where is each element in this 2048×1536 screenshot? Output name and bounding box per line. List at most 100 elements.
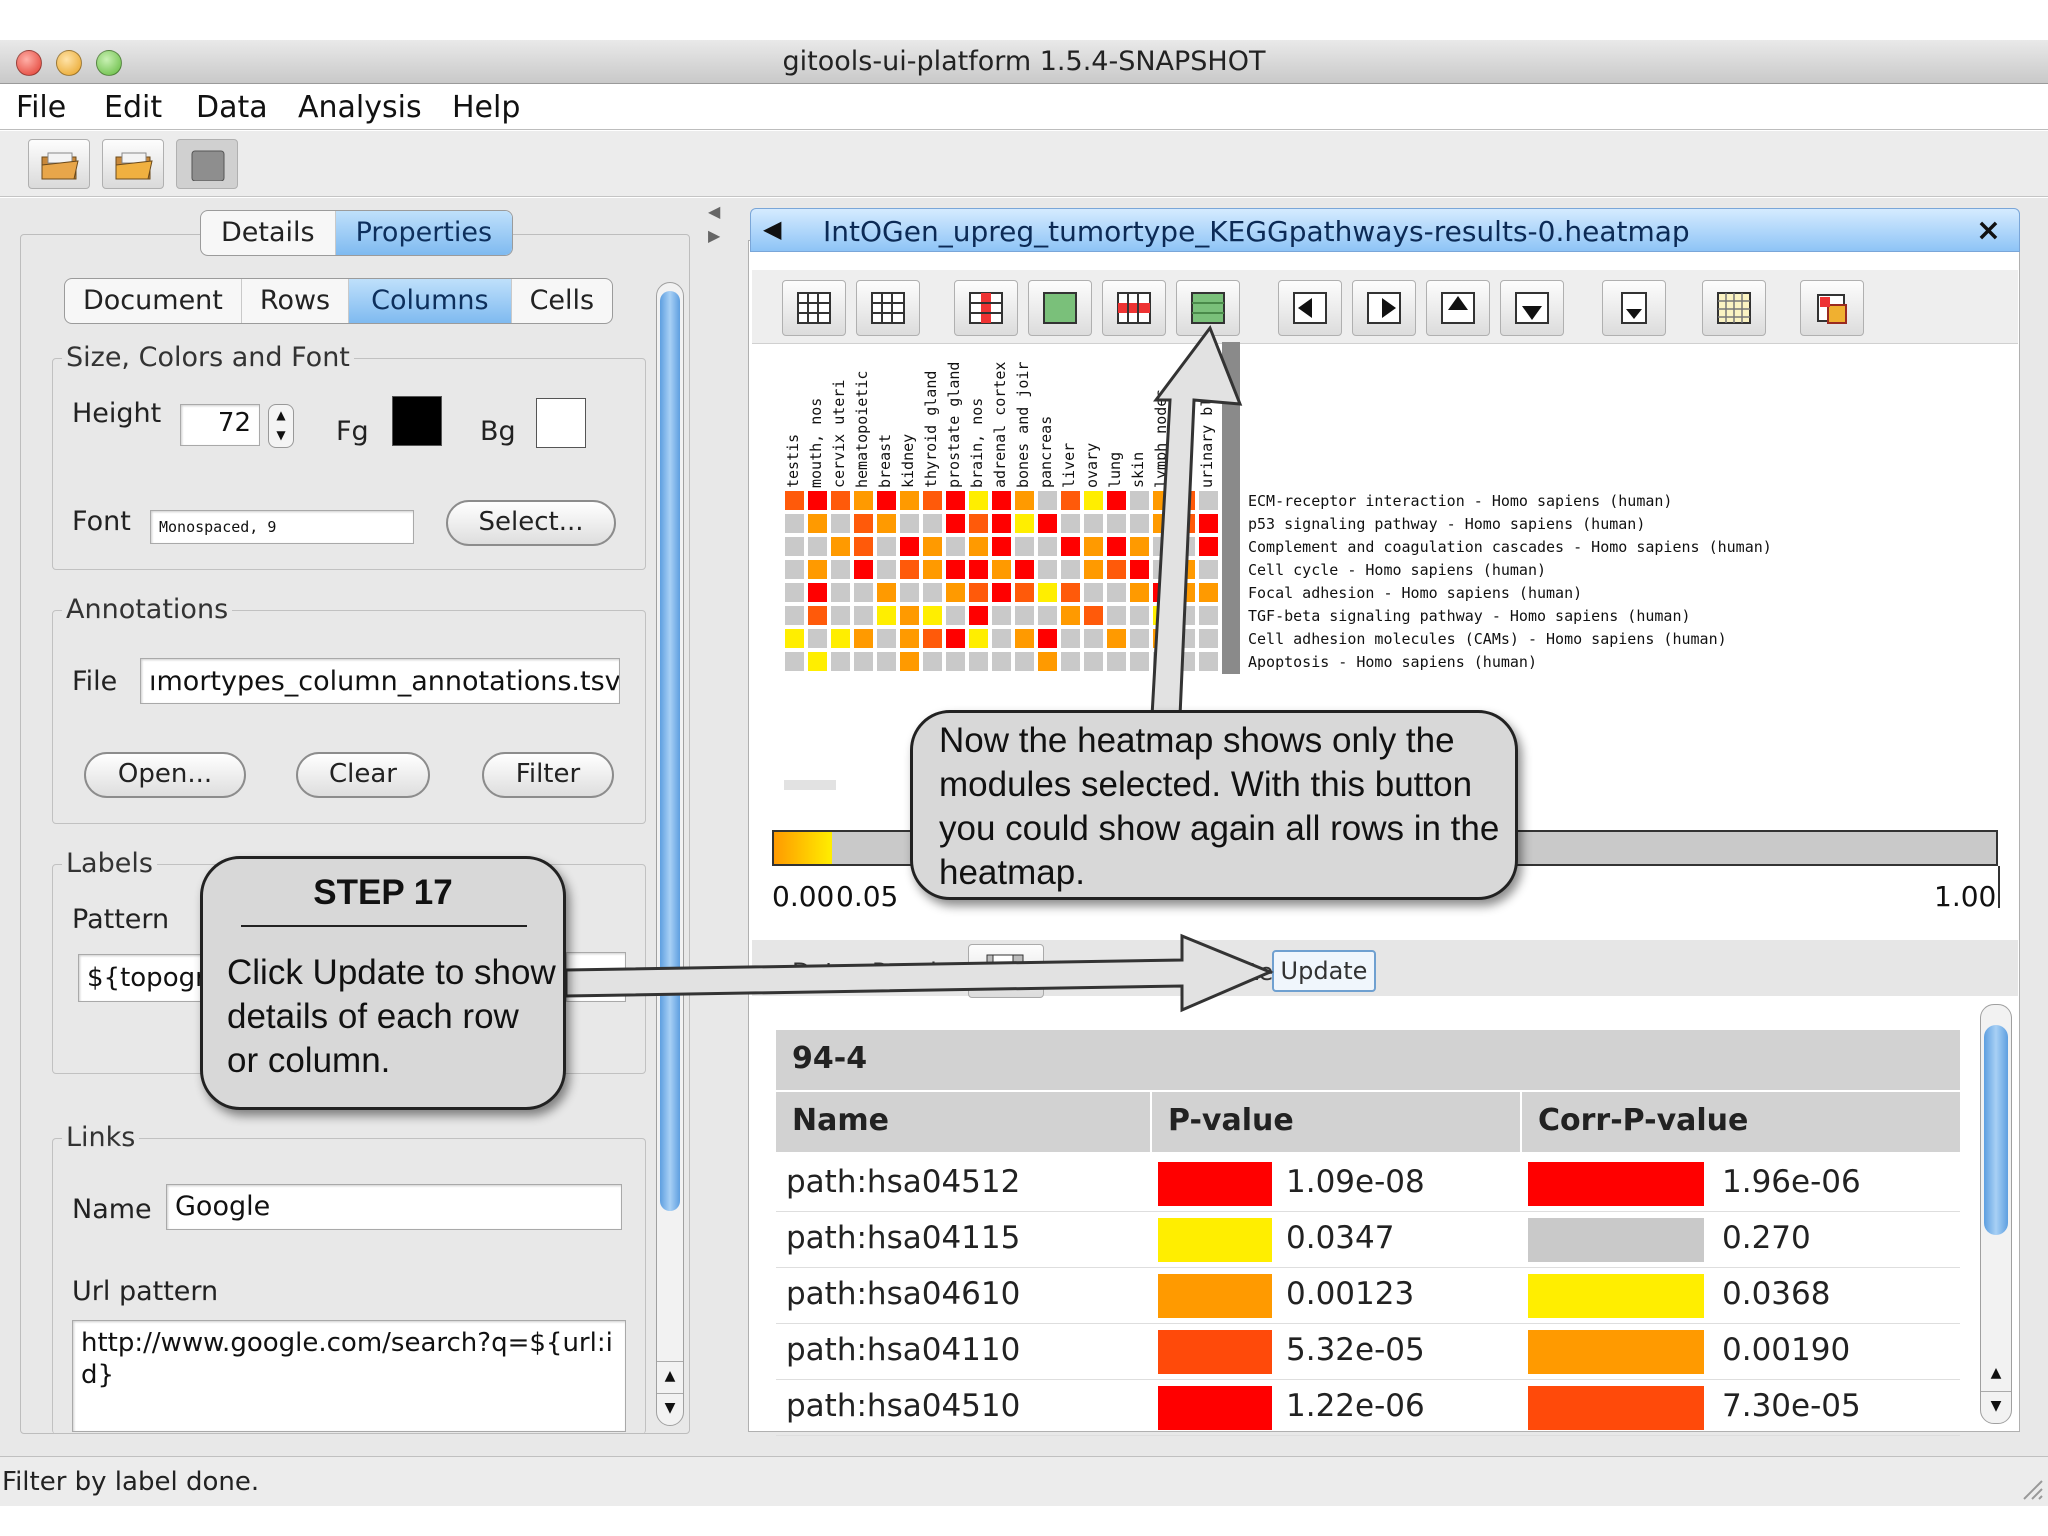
- heatmap-cell[interactable]: [968, 651, 989, 672]
- heatmap-cell[interactable]: [1106, 490, 1127, 511]
- heatmap-cell[interactable]: [1014, 490, 1035, 511]
- open-file-button[interactable]: [28, 139, 90, 189]
- heatmap-cell[interactable]: [945, 651, 966, 672]
- url-pattern-field[interactable]: http://www.google.com/search?q=${url:id}: [72, 1320, 626, 1432]
- heatmap-cell[interactable]: [991, 582, 1012, 603]
- heatmap-cell[interactable]: [853, 536, 874, 557]
- open-analysis-button[interactable]: [102, 139, 164, 189]
- document-tab[interactable]: ◀ IntOGen_upreg_tumortype_KEGGpathways-r…: [750, 208, 2020, 252]
- heatmap-cell[interactable]: [807, 605, 828, 626]
- heatmap-cell[interactable]: [876, 513, 897, 534]
- bg-color-swatch[interactable]: [536, 398, 586, 448]
- heatmap-cell[interactable]: [899, 582, 920, 603]
- heatmap-cell[interactable]: [991, 559, 1012, 580]
- heatmap-cell[interactable]: [830, 605, 851, 626]
- heatmap-cell[interactable]: [922, 651, 943, 672]
- heatmap-cell[interactable]: [1083, 490, 1104, 511]
- heatmap-cell[interactable]: [1037, 490, 1058, 511]
- heatmap-cell[interactable]: [945, 605, 966, 626]
- heatmap-cell[interactable]: [945, 582, 966, 603]
- move-column-right-button[interactable]: [1352, 280, 1416, 336]
- row-label[interactable]: Complement and coagulation cascades - Ho…: [1248, 538, 1772, 556]
- heatmap-cell[interactable]: [1198, 651, 1219, 672]
- table-row[interactable]: path:hsa04110 5.32e-05 0.00190: [776, 1324, 1960, 1380]
- heatmap-cell[interactable]: [1037, 559, 1058, 580]
- heatmap-cell[interactable]: [1060, 651, 1081, 672]
- heatmap-cell[interactable]: [1198, 605, 1219, 626]
- heatmap-cell[interactable]: [922, 582, 943, 603]
- heatmap-cell[interactable]: [922, 490, 943, 511]
- cluster-button[interactable]: [1702, 280, 1766, 336]
- heatmap-cell[interactable]: [1037, 651, 1058, 672]
- heatmap-cell[interactable]: [853, 490, 874, 511]
- filter-annotations-button[interactable]: Filter: [482, 752, 614, 798]
- scroll-up-arrow-icon[interactable]: ▲: [657, 1361, 683, 1389]
- heatmap-cell[interactable]: [899, 513, 920, 534]
- heatmap-cell[interactable]: [1106, 628, 1127, 649]
- tab-left-arrow-icon[interactable]: ◀: [763, 215, 782, 243]
- zoom-window-button[interactable]: [96, 50, 122, 76]
- row-label[interactable]: Cell cycle - Homo sapiens (human): [1248, 561, 1547, 579]
- heatmap-cell[interactable]: [784, 651, 805, 672]
- heatmap-cell[interactable]: [1037, 605, 1058, 626]
- height-stepper[interactable]: ▲ ▼: [268, 404, 294, 448]
- heatmap-cell[interactable]: [784, 513, 805, 534]
- heatmap-cell[interactable]: [899, 490, 920, 511]
- heatmap-cell[interactable]: [1198, 536, 1219, 557]
- heatmap-cell[interactable]: [968, 490, 989, 511]
- heatmap-cell[interactable]: [1037, 513, 1058, 534]
- resize-grip-icon[interactable]: [2020, 1477, 2044, 1501]
- heatmap-cell[interactable]: [922, 628, 943, 649]
- heatmap-cell[interactable]: [1129, 536, 1150, 557]
- table-row[interactable]: path:hsa04510 1.22e-06 7.30e-05: [776, 1380, 1960, 1436]
- heatmap-cell[interactable]: [830, 490, 851, 511]
- heatmap-cell[interactable]: [853, 582, 874, 603]
- details-scrollbar[interactable]: ▲ ▼: [1980, 1004, 2012, 1424]
- tab-cells[interactable]: Cells: [529, 285, 595, 316]
- heatmap-cell[interactable]: [1014, 582, 1035, 603]
- heatmap-cell[interactable]: [1060, 582, 1081, 603]
- heatmap-cell[interactable]: [876, 536, 897, 557]
- heatmap-cell[interactable]: [784, 559, 805, 580]
- heatmap-cell[interactable]: [1198, 513, 1219, 534]
- heatmap-cell[interactable]: [784, 605, 805, 626]
- tab-columns[interactable]: Columns: [349, 279, 512, 323]
- heatmap-cell[interactable]: [830, 628, 851, 649]
- select-all-button[interactable]: [782, 280, 846, 336]
- close-document-icon[interactable]: ×: [1975, 213, 2001, 248]
- filter-button[interactable]: [1800, 280, 1864, 336]
- heatmap-cell[interactable]: [968, 605, 989, 626]
- heatmap-cell[interactable]: [853, 605, 874, 626]
- save-button[interactable]: [176, 139, 238, 189]
- update-button[interactable]: Update: [1272, 950, 1376, 992]
- row-label[interactable]: Cell adhesion molecules (CAMs) - Homo sa…: [1248, 630, 1727, 648]
- heatmap-cell[interactable]: [1014, 559, 1035, 580]
- heatmap-cell[interactable]: [1060, 628, 1081, 649]
- tab-rows[interactable]: Rows: [242, 279, 350, 323]
- heatmap-cell[interactable]: [1014, 628, 1035, 649]
- heatmap-cell[interactable]: [1106, 651, 1127, 672]
- annotations-file-field[interactable]: ımortypes_column_annotations.tsv: [140, 658, 620, 704]
- move-column-left-button[interactable]: [1278, 280, 1342, 336]
- heatmap-cell[interactable]: [945, 628, 966, 649]
- heatmap-cell[interactable]: [1037, 582, 1058, 603]
- heatmap-cell[interactable]: [968, 628, 989, 649]
- heatmap-cell[interactable]: [876, 605, 897, 626]
- heatmap-cell[interactable]: [1129, 559, 1150, 580]
- heatmap-cell[interactable]: [1106, 536, 1127, 557]
- menu-file[interactable]: File: [16, 90, 67, 125]
- heatmap-cell[interactable]: [853, 628, 874, 649]
- menu-data[interactable]: Data: [196, 90, 268, 125]
- heatmap-cell[interactable]: [853, 559, 874, 580]
- heatmap-cell[interactable]: [1014, 605, 1035, 626]
- heatmap-cell[interactable]: [968, 536, 989, 557]
- unselect-all-button[interactable]: [856, 280, 920, 336]
- heatmap-cell[interactable]: [945, 513, 966, 534]
- tab-properties[interactable]: Properties: [335, 211, 513, 255]
- link-name-field[interactable]: Google: [166, 1184, 622, 1230]
- heatmap-cell[interactable]: [968, 513, 989, 534]
- heatmap-cell[interactable]: [1014, 651, 1035, 672]
- heatmap-cell[interactable]: [830, 582, 851, 603]
- heatmap-cell[interactable]: [991, 651, 1012, 672]
- heatmap-horizontal-scroll[interactable]: [784, 780, 836, 790]
